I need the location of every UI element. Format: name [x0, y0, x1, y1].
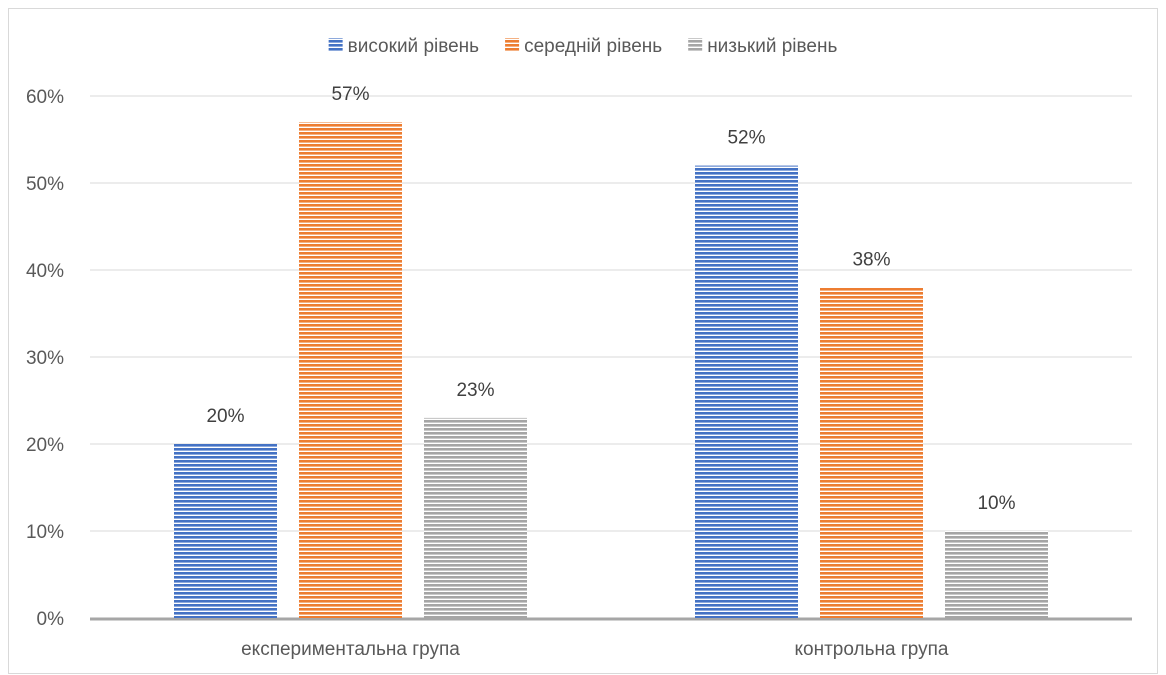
bars	[174, 122, 1048, 618]
y-tick-label: 0%	[37, 609, 65, 630]
data-label: 38%	[852, 249, 890, 270]
bar-низький-рівень-1	[945, 531, 1048, 618]
x-axis-labels: експериментальна група контрольна група	[241, 639, 949, 660]
bar-високий-рівень-1	[695, 165, 798, 618]
data-label: 20%	[206, 406, 244, 427]
legend-swatch	[505, 38, 520, 52]
legend-item: середній рівень	[505, 36, 662, 57]
data-label: 52%	[727, 128, 765, 149]
y-tick-label: 10%	[26, 522, 64, 543]
legend-item: високий рівень	[328, 36, 480, 57]
y-tick-label: 20%	[26, 435, 64, 456]
data-label: 57%	[331, 84, 369, 105]
data-label: 10%	[977, 493, 1015, 514]
y-tick-label: 50%	[26, 174, 64, 195]
legend-swatch	[688, 38, 703, 52]
legend-label: середній рівень	[524, 36, 662, 57]
legend-label: високий рівень	[348, 36, 480, 57]
bar-середній-рівень-1	[820, 287, 923, 618]
bar-низький-рівень-0	[424, 417, 527, 618]
data-label: 23%	[456, 380, 494, 401]
bar-середній-рівень-0	[299, 122, 402, 618]
legend-label: низький рівень	[707, 36, 837, 57]
y-axis-labels: 0% 10% 20% 30% 40% 50% 60%	[26, 87, 64, 630]
category-label: експериментальна група	[241, 639, 460, 660]
legend-item: низький рівень	[688, 36, 837, 57]
y-tick-label: 40%	[26, 261, 64, 282]
bar-високий-рівень-0	[174, 444, 277, 618]
y-tick-label: 30%	[26, 348, 64, 369]
y-tick-label: 60%	[26, 87, 64, 108]
legend: високий рівень середній рівень низький рів…	[328, 36, 837, 57]
data-labels: 20% 57% 23% 52% 38% 10%	[206, 84, 1015, 514]
category-label: контрольна група	[795, 639, 949, 660]
legend-swatch	[328, 38, 343, 52]
